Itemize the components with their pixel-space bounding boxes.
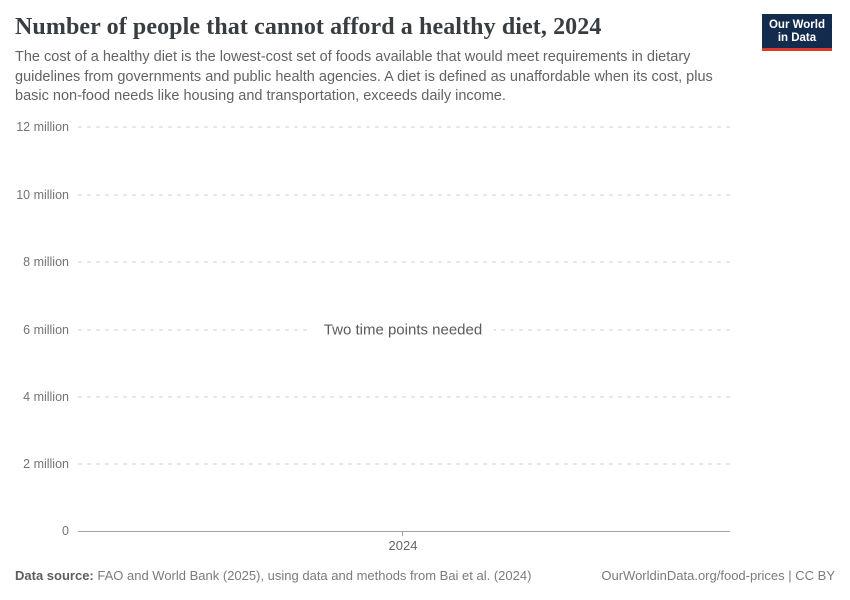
gridline: [78, 126, 730, 128]
ytick-label: 2 million: [23, 457, 69, 471]
gridline: [78, 396, 730, 398]
owid-logo-line1: Our World: [768, 19, 825, 31]
gridline: [78, 194, 730, 196]
owid-logo-line2: in Data: [777, 32, 817, 44]
xtick-label: 2024: [388, 538, 418, 553]
chart-header: Number of people that cannot afford a he…: [15, 14, 750, 107]
data-source-text: FAO and World Bank (2025), using data an…: [97, 568, 532, 583]
gridline-row: 4 million: [0, 388, 730, 406]
x-axis-line: [78, 530, 730, 532]
empty-state-message: Two time points needed: [311, 319, 495, 341]
ytick-label: 4 million: [23, 390, 69, 404]
ytick-label: 8 million: [23, 255, 69, 269]
ytick-label: 12 million: [16, 120, 69, 134]
gridline-row: 10 million: [0, 186, 730, 204]
gridline-row: 2 million: [0, 455, 730, 473]
data-source-label: Data source:: [15, 568, 94, 583]
gridline: [78, 463, 730, 465]
data-source-note: Data source: FAO and World Bank (2025), …: [15, 568, 531, 583]
gridline: [78, 261, 730, 263]
xtick-mark: [402, 531, 403, 536]
chart-subtitle: The cost of a healthy diet is the lowest…: [15, 49, 713, 105]
owid-logo[interactable]: Our World in Data: [761, 14, 832, 51]
axis-row: 0: [0, 522, 730, 540]
ytick-label: 10 million: [16, 188, 69, 202]
ytick-label: 0: [62, 524, 69, 538]
owid-license-link[interactable]: OurWorldinData.org/food-prices | CC BY: [601, 568, 835, 583]
chart-footer: Data source: FAO and World Bank (2025), …: [15, 568, 835, 583]
gridline-row: 8 million: [0, 253, 730, 271]
chart-title: Number of people that cannot afford a he…: [15, 14, 602, 40]
gridline-row: 12 million: [0, 118, 730, 136]
ytick-label: 6 million: [23, 323, 69, 337]
